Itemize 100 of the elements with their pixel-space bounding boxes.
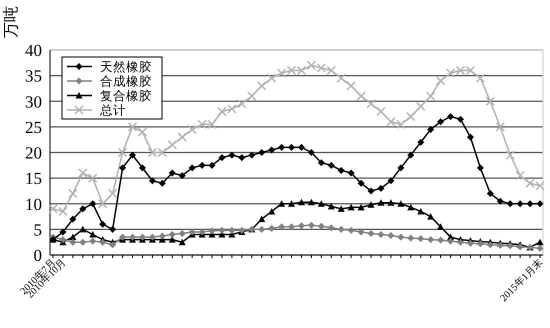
- point: [187, 124, 197, 134]
- point: [427, 213, 434, 220]
- point: [358, 228, 365, 236]
- point: [486, 241, 494, 248]
- point: [69, 216, 76, 223]
- point: [258, 216, 266, 222]
- point: [78, 168, 88, 178]
- point: [308, 198, 315, 206]
- point: [89, 231, 96, 238]
- point: [456, 116, 464, 123]
- point: [118, 148, 128, 158]
- point: [387, 232, 394, 240]
- y-tick-label: 0: [34, 246, 42, 265]
- point: [178, 172, 186, 180]
- point: [437, 118, 444, 126]
- point: [197, 120, 207, 130]
- point: [228, 152, 236, 159]
- point: [258, 226, 266, 233]
- point: [526, 200, 534, 208]
- point: [476, 164, 484, 172]
- point: [348, 204, 355, 210]
- point: [476, 240, 484, 248]
- point: [397, 200, 404, 207]
- point: [466, 66, 476, 76]
- y-tick-label: 10: [25, 194, 42, 214]
- point: [138, 234, 146, 241]
- point: [505, 150, 515, 160]
- point: [328, 224, 335, 232]
- point: [88, 173, 98, 183]
- point: [427, 126, 434, 133]
- point: [158, 180, 166, 187]
- point: [328, 202, 335, 210]
- point: [108, 188, 118, 198]
- y-tick-label: 15: [25, 169, 42, 188]
- point: [417, 208, 424, 214]
- point: [278, 223, 286, 230]
- point: [397, 164, 404, 172]
- point: [128, 122, 138, 132]
- point: [516, 243, 524, 250]
- point: [208, 162, 216, 169]
- point: [158, 232, 166, 240]
- point: [198, 228, 206, 236]
- legend-label: 复合橡胶: [100, 89, 152, 103]
- point: [308, 149, 315, 156]
- point: [227, 104, 237, 114]
- point: [417, 235, 424, 242]
- point: [338, 226, 345, 233]
- point: [69, 238, 76, 246]
- point: [278, 144, 286, 151]
- point: [178, 238, 186, 246]
- point: [168, 231, 176, 238]
- point: [416, 102, 426, 112]
- point: [338, 205, 345, 212]
- point: [506, 200, 514, 208]
- point: [257, 81, 266, 91]
- point: [486, 96, 496, 106]
- point: [516, 200, 524, 208]
- point: [58, 206, 68, 216]
- point: [109, 241, 116, 248]
- point: [368, 201, 375, 208]
- point: [358, 204, 365, 210]
- point: [298, 222, 305, 230]
- point: [406, 112, 416, 122]
- point: [396, 120, 406, 130]
- point: [89, 238, 96, 245]
- legend-label: 合成橡胶: [100, 74, 152, 88]
- point: [119, 234, 126, 241]
- y-tick-label: 5: [34, 220, 42, 240]
- point: [476, 73, 486, 83]
- point: [326, 66, 336, 76]
- point: [447, 238, 454, 245]
- point: [288, 200, 296, 207]
- point: [258, 149, 266, 156]
- point: [79, 238, 86, 246]
- point: [237, 99, 247, 109]
- point: [278, 200, 286, 207]
- point: [178, 230, 186, 237]
- point: [456, 238, 464, 246]
- point: [387, 199, 394, 206]
- point: [437, 236, 444, 244]
- point: [298, 198, 305, 206]
- point: [506, 242, 514, 250]
- point: [288, 223, 296, 230]
- point: [496, 242, 504, 249]
- point: [376, 106, 386, 116]
- point: [525, 178, 535, 188]
- point: [266, 73, 276, 83]
- legend-label: 天然橡胶: [100, 60, 152, 74]
- point: [228, 226, 236, 234]
- point: [348, 170, 355, 176]
- point: [496, 198, 504, 205]
- point: [436, 76, 446, 86]
- point: [109, 226, 116, 233]
- point: [346, 81, 356, 91]
- point: [358, 180, 365, 187]
- point: [217, 106, 227, 116]
- point: [386, 117, 396, 126]
- point: [336, 73, 346, 83]
- y-tick-label: 20: [25, 144, 42, 162]
- point: [268, 208, 276, 214]
